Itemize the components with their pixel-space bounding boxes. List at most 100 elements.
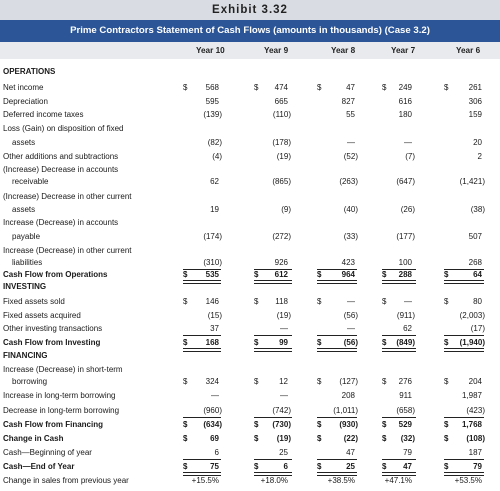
value-cell: 12 [279,377,288,386]
value-cell: (849) [396,338,415,347]
double-underline-rule [183,280,221,284]
value-cell: 507 [468,232,482,241]
value-cell: 168 [205,338,219,347]
value-cell: 324 [205,377,219,386]
value-cell: 80 [473,297,482,306]
value-cell: (52) [343,152,358,161]
value-cell: 20 [473,138,482,147]
value-cell: 47 [403,462,412,471]
value-cell: (33) [343,232,358,241]
value-cell: (865) [272,177,291,186]
row-label: Decrease in long-term borrowing [3,406,120,415]
row-label: Increase (Decrease) in other current [3,246,132,255]
value-cell: 62 [210,177,219,186]
dollar-sign: $ [382,434,387,443]
value-cell: (17) [470,324,485,333]
double-underline-rule [444,348,484,352]
value-cell: (32) [400,434,415,443]
value-cell: 474 [274,83,288,92]
value-cell: (4) [212,152,222,161]
value-cell: 306 [468,97,482,106]
value-cell: +47.1% [384,476,412,485]
value-cell: 99 [279,338,288,347]
underline-rule [183,335,221,336]
underline-rule [254,269,292,270]
value-cell: — [404,297,412,306]
year-header: Year 6 [456,46,481,55]
value-cell: 47 [346,83,355,92]
row-label: Cash—Beginning of year [3,448,92,457]
row-label: Increase in long-term borrowing [3,391,116,400]
underline-rule [444,335,484,336]
value-cell: 146 [205,297,219,306]
double-underline-rule [254,348,292,352]
year-header-row: Year 10 Year 9 Year 8 Year 7 Year 6 [0,42,500,59]
underline-rule [254,417,292,418]
value-cell: (174) [203,232,222,241]
value-cell: (38) [470,205,485,214]
table-row: Depreciation 595 665 827 616 306 [0,96,500,108]
value-cell: (911) [396,311,415,320]
row-label: Net income [3,83,44,92]
value-cell: (19) [276,434,291,443]
value-cell: (310) [203,258,222,267]
table-row: payable (174) (272) (33) (177) 507 [0,231,500,243]
underline-rule [317,459,357,460]
underline-rule [382,335,416,336]
value-cell: (26) [400,205,415,214]
value-cell: (1,011) [333,406,358,415]
value-cell: — [280,324,288,333]
double-underline-rule [317,472,357,476]
value-cell: (730) [272,420,291,429]
row-label: assets [12,138,36,147]
dollar-sign: $ [254,297,259,306]
dollar-sign: $ [183,462,188,471]
double-underline-rule [254,280,292,284]
value-cell: (178) [272,138,291,147]
dollar-sign: $ [444,83,449,92]
value-cell: (127) [339,377,358,386]
year-header: Year 9 [264,46,289,55]
row-label: INVESTING [3,282,47,291]
value-cell: — [347,138,355,147]
value-cell: 535 [205,270,219,279]
table-row: Fixed assets sold $146 $118 $ — $ — $80 [0,296,500,308]
table-row: Change in Cash $69 $ (19) $ (22) $ (32) $ (108) [0,433,500,445]
value-cell: — [347,324,355,333]
value-cell: 1,987 [461,391,482,400]
table-row: Other additions and subtractions (4) (19) (… [0,151,500,163]
value-cell: 47 [346,448,355,457]
value-cell: +53.5% [454,476,482,485]
value-cell: (9) [281,205,291,214]
table-row: Cash—End of Year $75 $6 $25 $47 $79 [0,461,500,476]
value-cell: — [347,297,355,306]
value-cell: — [404,138,412,147]
row-label: Change in Cash [3,434,64,443]
value-cell: (658) [396,406,415,415]
dollar-sign: $ [254,338,259,347]
value-cell: (15) [207,311,222,320]
dollar-sign: $ [444,270,449,279]
value-cell: 25 [346,462,355,471]
value-cell: (82) [207,138,222,147]
row-label: OPERATIONS [3,67,56,76]
underline-rule [254,335,292,336]
value-cell: (1,940) [459,338,485,347]
value-cell: (263) [339,177,358,186]
dollar-sign: $ [382,462,387,471]
value-cell: — [280,391,288,400]
table-row: Increase in long-term borrowing — — 208 911 1… [0,390,500,402]
row-label: (Increase) Decrease in accounts [3,165,119,174]
value-cell: 926 [274,258,288,267]
value-cell: 79 [473,462,482,471]
dollar-sign: $ [444,434,449,443]
value-cell: 55 [346,110,355,119]
value-cell: (742) [272,406,291,415]
value-cell: 64 [473,270,482,279]
underline-rule [183,417,221,418]
value-cell: 261 [468,83,482,92]
dollar-sign: $ [183,270,188,279]
row-label: (Increase) Decrease in other current [3,192,132,201]
value-cell: 79 [403,448,412,457]
value-cell: 827 [341,97,355,106]
